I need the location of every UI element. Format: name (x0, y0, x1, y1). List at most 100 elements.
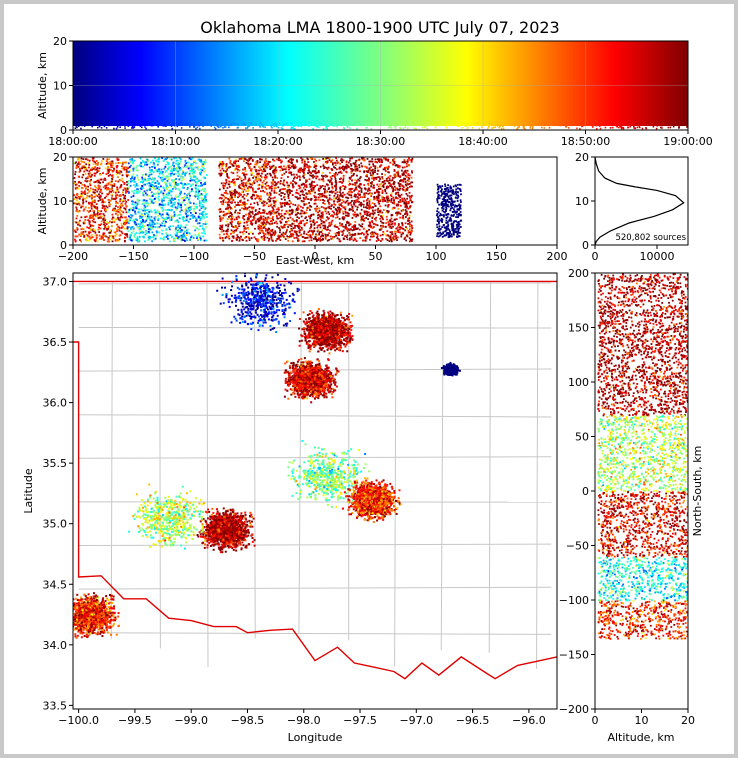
source-point (168, 228, 171, 231)
source-point (200, 207, 203, 210)
source-point (599, 124, 602, 126)
source-point (234, 184, 237, 187)
source-point (202, 216, 204, 218)
source-point (74, 162, 77, 165)
source-point (305, 203, 308, 206)
source-point (350, 172, 353, 174)
source-point (236, 174, 239, 177)
source-point (232, 216, 235, 218)
source-point (355, 215, 358, 218)
source-point (118, 234, 121, 237)
source-point (613, 122, 616, 124)
source-point (386, 230, 389, 232)
source-point (147, 203, 150, 206)
source-point (281, 188, 284, 191)
source-point (263, 166, 266, 169)
source-point (309, 220, 312, 223)
source-point (392, 187, 395, 190)
source-point (270, 185, 273, 188)
source-point (228, 199, 231, 202)
source-point (223, 233, 225, 236)
source-point (141, 165, 144, 168)
source-point (309, 183, 311, 186)
source-point (239, 222, 242, 224)
source-point (256, 239, 259, 241)
source-point (226, 201, 229, 204)
source-point (99, 224, 101, 226)
source-point (111, 175, 113, 177)
source-point (136, 219, 139, 221)
source-point (121, 174, 124, 177)
source-point (330, 198, 333, 201)
source-point (225, 208, 227, 210)
source-point (147, 230, 150, 233)
source-point (131, 179, 134, 182)
source-point (280, 127, 283, 129)
source-point (189, 158, 192, 161)
source-point (198, 160, 201, 163)
source-point (230, 163, 233, 165)
source-point (123, 207, 126, 210)
source-point (116, 202, 119, 204)
source-point (425, 125, 427, 127)
source-point (244, 167, 246, 169)
source-point (129, 234, 132, 237)
source-point (473, 123, 475, 125)
source-point (254, 237, 257, 240)
source-point (383, 179, 386, 182)
source-point (317, 224, 319, 227)
source-point (368, 189, 371, 192)
source-point (118, 172, 121, 175)
source-point (161, 232, 164, 235)
source-point (247, 162, 250, 165)
source-point (375, 240, 378, 242)
source-point (309, 123, 311, 125)
source-point (331, 124, 334, 127)
source-point (100, 163, 102, 166)
source-point (117, 210, 120, 213)
source-point (384, 188, 387, 191)
source-point (378, 161, 381, 163)
source-point (153, 162, 155, 165)
source-point (150, 170, 153, 173)
source-point (341, 199, 344, 202)
source-point (268, 196, 271, 199)
source-point (281, 125, 284, 127)
source-point (303, 172, 305, 174)
source-point (289, 216, 292, 219)
source-point (448, 124, 450, 127)
source-point (180, 182, 182, 185)
source-point (291, 234, 293, 237)
source-point (336, 209, 338, 212)
source-point (376, 189, 378, 191)
source-point (660, 126, 662, 129)
source-point (377, 211, 379, 214)
source-point (229, 190, 231, 193)
source-point (115, 171, 118, 174)
source-point (641, 127, 644, 130)
source-point (300, 157, 302, 159)
source-point (146, 215, 149, 218)
source-point (102, 205, 105, 208)
source-point (315, 177, 318, 180)
source-point (149, 225, 152, 227)
source-point (92, 195, 95, 198)
source-point (579, 127, 581, 130)
source-point (324, 161, 327, 163)
source-point (176, 234, 178, 237)
source-point (117, 206, 119, 209)
source-point (466, 126, 469, 129)
source-point (92, 228, 95, 231)
source-point (336, 231, 339, 234)
source-point (79, 235, 82, 237)
source-point (187, 183, 190, 185)
source-point (266, 220, 268, 222)
source-point (144, 230, 147, 233)
source-point (529, 124, 532, 126)
source-point (648, 122, 650, 124)
source-point (167, 186, 170, 189)
source-point (183, 195, 186, 198)
source-point (76, 228, 79, 231)
source-point (132, 179, 135, 182)
source-point (202, 210, 205, 213)
